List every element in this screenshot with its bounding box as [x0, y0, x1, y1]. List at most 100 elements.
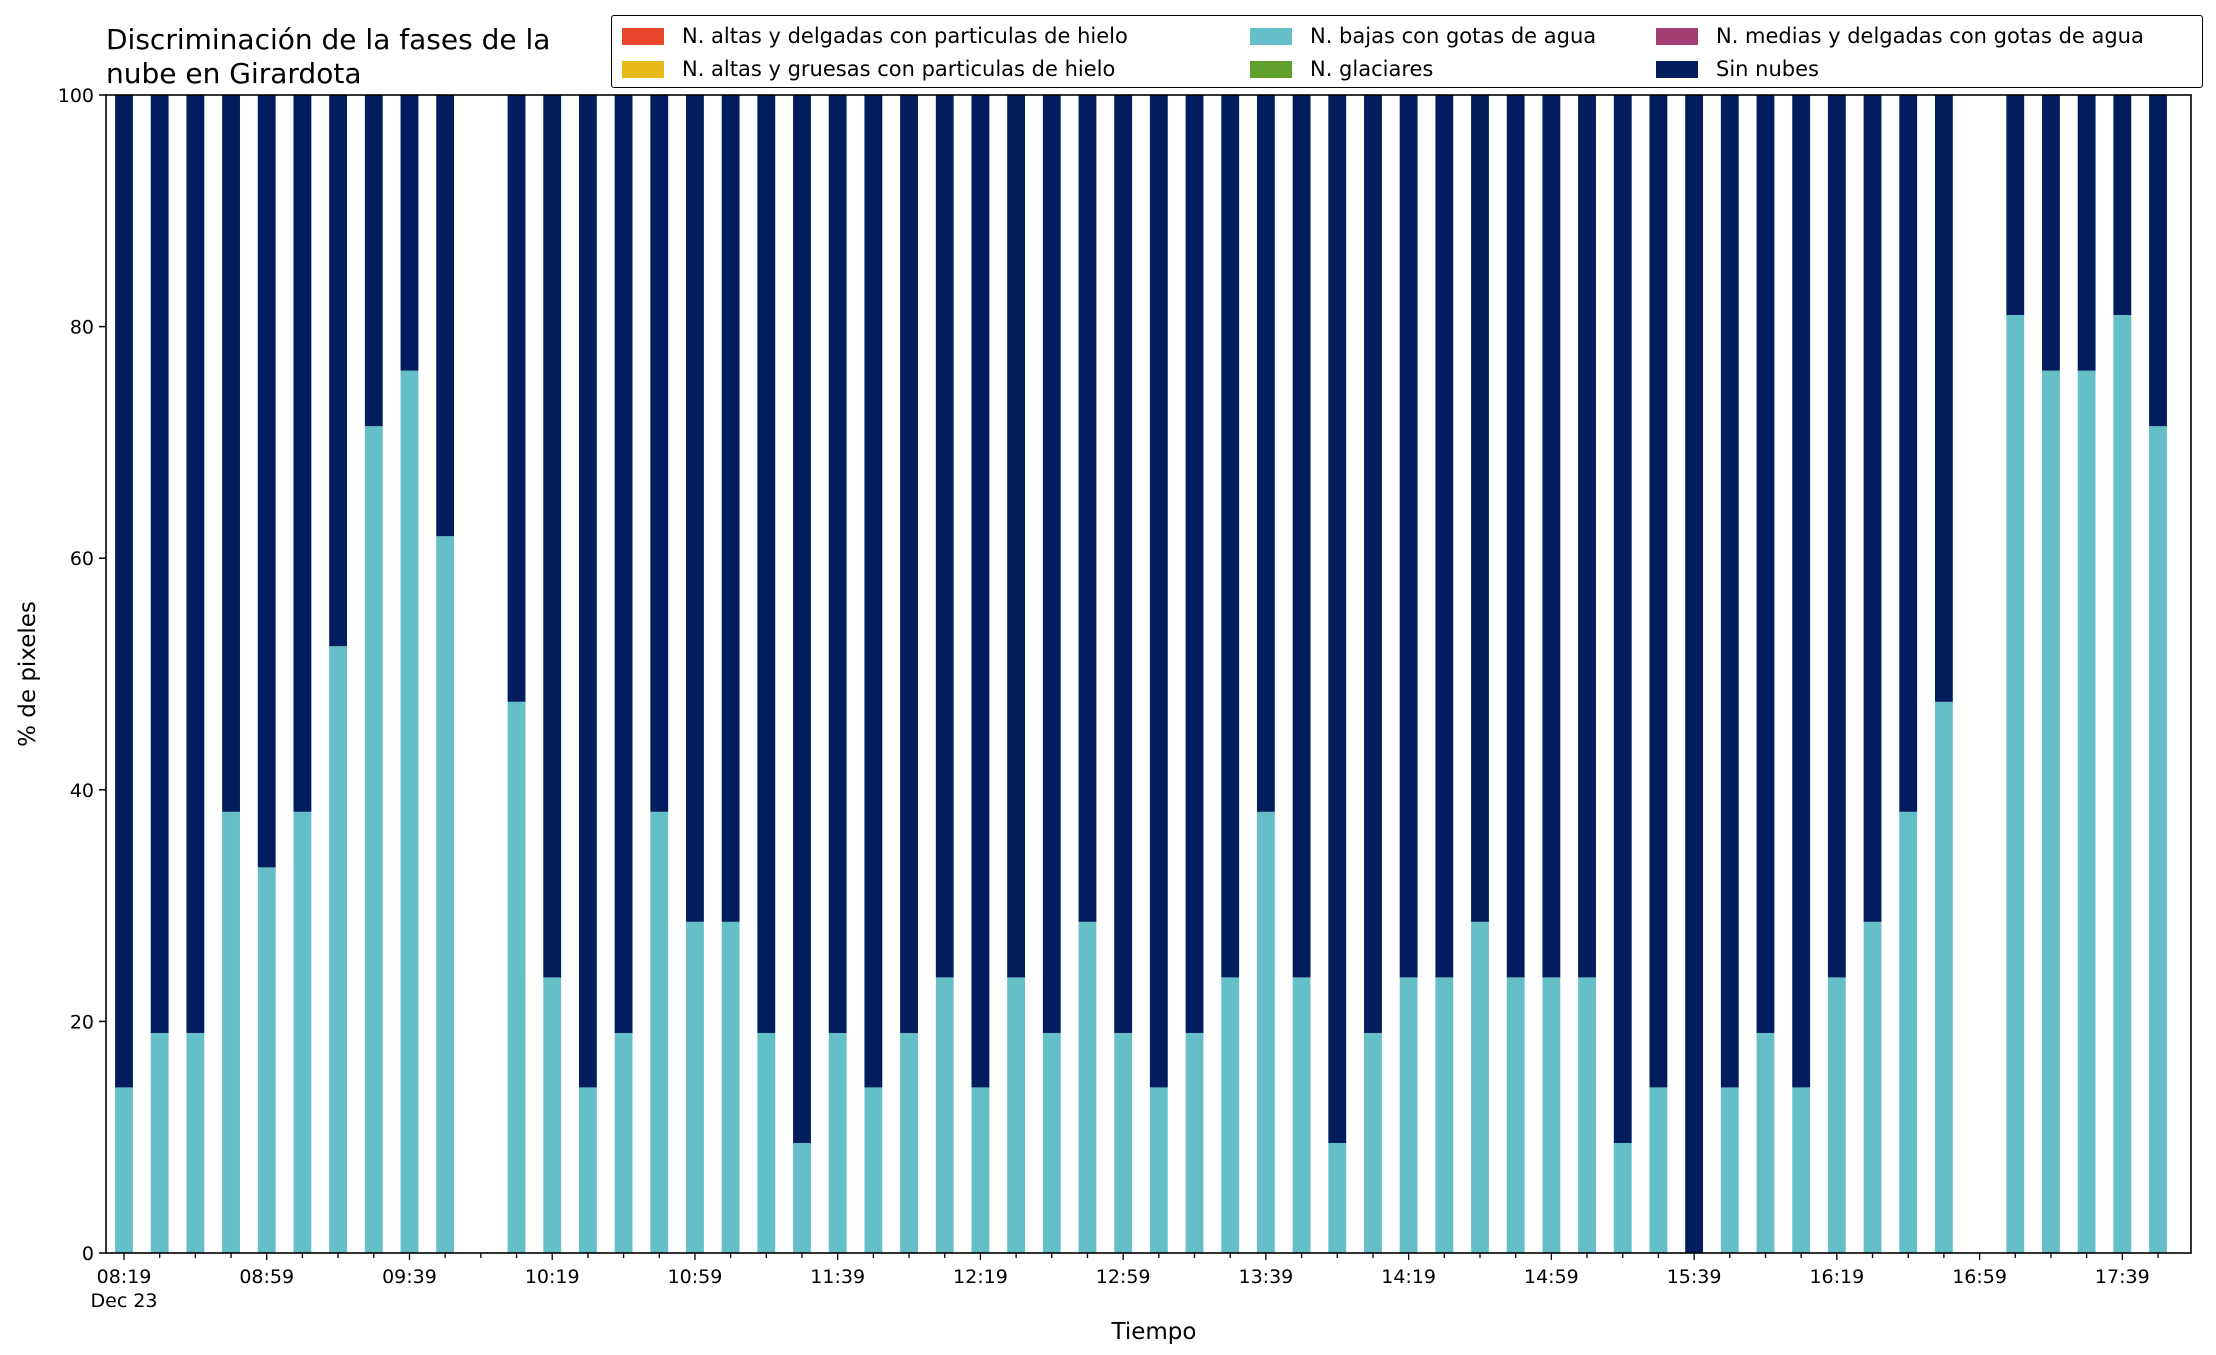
- bar-segment-bajas-agua: [1827, 977, 1846, 1253]
- bar-segment-bajas-agua: [329, 646, 348, 1253]
- bar-segment-sin-nubes: [436, 95, 455, 537]
- bar-segment-sin-nubes: [1827, 95, 1846, 978]
- bar-segment-bajas-agua: [400, 370, 419, 1254]
- bars-group: [115, 95, 2167, 1254]
- bar-segment-sin-nubes: [578, 95, 597, 1088]
- bar-segment-bajas-agua: [1114, 1032, 1133, 1253]
- bar-segment-sin-nubes: [364, 95, 383, 427]
- bar-segment-sin-nubes: [115, 95, 133, 1088]
- bar-segment-sin-nubes: [1613, 95, 1632, 1143]
- x-tick-label: 16:19: [1809, 1266, 1864, 1288]
- bar-segment-bajas-agua: [1720, 1087, 1739, 1253]
- legend-label: N. bajas con gotas de agua: [1310, 24, 1597, 48]
- bar-segment-bajas-agua: [1578, 977, 1596, 1253]
- bar-segment-bajas-agua: [757, 1032, 776, 1253]
- bar-segment-bajas-agua: [1256, 811, 1275, 1253]
- bar-segment-sin-nubes: [1471, 95, 1489, 922]
- legend-item-altas-gruesas: N. altas y gruesas con particulas de hie…: [622, 57, 1115, 81]
- bar-segment-sin-nubes: [186, 95, 205, 1033]
- legend-label: N. altas y gruesas con particulas de hie…: [682, 57, 1116, 81]
- bar-segment-sin-nubes: [1114, 95, 1133, 1033]
- x-tick-label: 10:59: [668, 1266, 723, 1288]
- bar-segment-sin-nubes: [1328, 95, 1347, 1143]
- bar-segment-bajas-agua: [2006, 315, 2025, 1253]
- bar-segment-bajas-agua: [2042, 370, 2060, 1254]
- bar-segment-sin-nubes: [1149, 95, 1168, 1088]
- x-tick-label: 08:19: [97, 1266, 152, 1288]
- bar-segment-sin-nubes: [1185, 95, 1204, 1033]
- legend-swatch: [1656, 60, 1698, 78]
- bar-segment-bajas-agua: [1863, 921, 1882, 1253]
- legend-item-altas-delgadas: N. altas y delgadas con particulas de hi…: [622, 24, 1128, 48]
- bar-segment-bajas-agua: [1506, 977, 1525, 1253]
- bar-segment-bajas-agua: [1542, 977, 1561, 1253]
- bar-segment-sin-nubes: [1934, 95, 1953, 702]
- x-ticks: 08:19 08:59 09:39 10:19 10:59 11:39 12:19 12:59…: [97, 1253, 2159, 1288]
- bar-segment-bajas-agua: [1292, 977, 1311, 1253]
- bar-segment-sin-nubes: [257, 95, 276, 868]
- bar-segment-sin-nubes: [329, 95, 348, 647]
- bar-segment-sin-nubes: [1221, 95, 1240, 978]
- bar-segment-bajas-agua: [1078, 921, 1097, 1253]
- bar-segment-sin-nubes: [1435, 95, 1454, 978]
- x-tick-label: 17:39: [2095, 1266, 2150, 1288]
- bar-segment-bajas-agua: [257, 867, 276, 1253]
- bar-segment-sin-nubes: [2077, 95, 2096, 371]
- bar-segment-sin-nubes: [757, 95, 776, 1033]
- bar-segment-bajas-agua: [1149, 1087, 1168, 1253]
- chart-title-line-1: Discriminación de la fases de la: [106, 23, 551, 56]
- bar-segment-sin-nubes: [400, 95, 419, 371]
- bar-segment-bajas-agua: [2077, 370, 2096, 1254]
- bar-segment-bajas-agua: [1792, 1087, 1811, 1253]
- bar-segment-sin-nubes: [1256, 95, 1275, 812]
- bar-segment-sin-nubes: [293, 95, 312, 812]
- bar-segment-bajas-agua: [1613, 1142, 1632, 1253]
- bar-segment-sin-nubes: [1720, 95, 1739, 1088]
- bar-segment-bajas-agua: [1328, 1142, 1347, 1253]
- bar-segment-sin-nubes: [1506, 95, 1525, 978]
- bar-segment-bajas-agua: [971, 1087, 990, 1253]
- bar-segment-sin-nubes: [686, 95, 704, 922]
- bar-segment-bajas-agua: [186, 1032, 205, 1253]
- bar-segment-sin-nubes: [1685, 95, 1704, 1253]
- bar-segment-sin-nubes: [1792, 95, 1811, 1088]
- bar-segment-sin-nubes: [1292, 95, 1311, 978]
- legend-item-glaciares: N. glaciares: [1250, 57, 1433, 81]
- bar-segment-sin-nubes: [935, 95, 954, 978]
- x-axis-label: Tiempo: [1111, 1319, 1197, 1345]
- bar-segment-bajas-agua: [1435, 977, 1454, 1253]
- bar-segment-bajas-agua: [364, 426, 383, 1253]
- bar-segment-sin-nubes: [971, 95, 990, 1088]
- bar-segment-bajas-agua: [935, 977, 954, 1253]
- y-tick-label: 0: [82, 1243, 94, 1265]
- bar-segment-sin-nubes: [1042, 95, 1061, 1033]
- bar-segment-sin-nubes: [507, 95, 526, 702]
- bar-segment-sin-nubes: [1542, 95, 1561, 978]
- bar-segment-bajas-agua: [1185, 1032, 1204, 1253]
- bar-segment-bajas-agua: [1399, 977, 1418, 1253]
- y-tick-label: 100: [58, 85, 94, 107]
- legend-item-bajas-agua: N. bajas con gotas de agua: [1250, 24, 1596, 48]
- bar-segment-sin-nubes: [1899, 95, 1918, 812]
- bar-segment-bajas-agua: [543, 977, 562, 1253]
- bar-segment-bajas-agua: [2149, 426, 2167, 1253]
- bar-segment-sin-nubes: [222, 95, 240, 812]
- x-tick-label: 10:19: [525, 1266, 580, 1288]
- x-tick-label: 15:39: [1667, 1266, 1722, 1288]
- y-tick-label: 40: [70, 780, 94, 802]
- legend-item-sin-nubes: Sin nubes: [1656, 57, 1819, 81]
- y-tick-label: 20: [70, 1011, 94, 1033]
- bar-segment-bajas-agua: [650, 811, 669, 1253]
- x-tick-label: 14:19: [1381, 1266, 1436, 1288]
- x-tick-label: 13:39: [1239, 1266, 1294, 1288]
- bar-segment-bajas-agua: [1007, 977, 1026, 1253]
- bar-segment-bajas-agua: [614, 1032, 633, 1253]
- y-tick-label: 80: [70, 317, 94, 339]
- x-tick-label: 14:59: [1524, 1266, 1579, 1288]
- bar-segment-sin-nubes: [1649, 95, 1668, 1088]
- legend-swatch: [1656, 27, 1698, 45]
- bar-segment-sin-nubes: [900, 95, 918, 1033]
- y-axis-label: % de pixeles: [15, 601, 41, 747]
